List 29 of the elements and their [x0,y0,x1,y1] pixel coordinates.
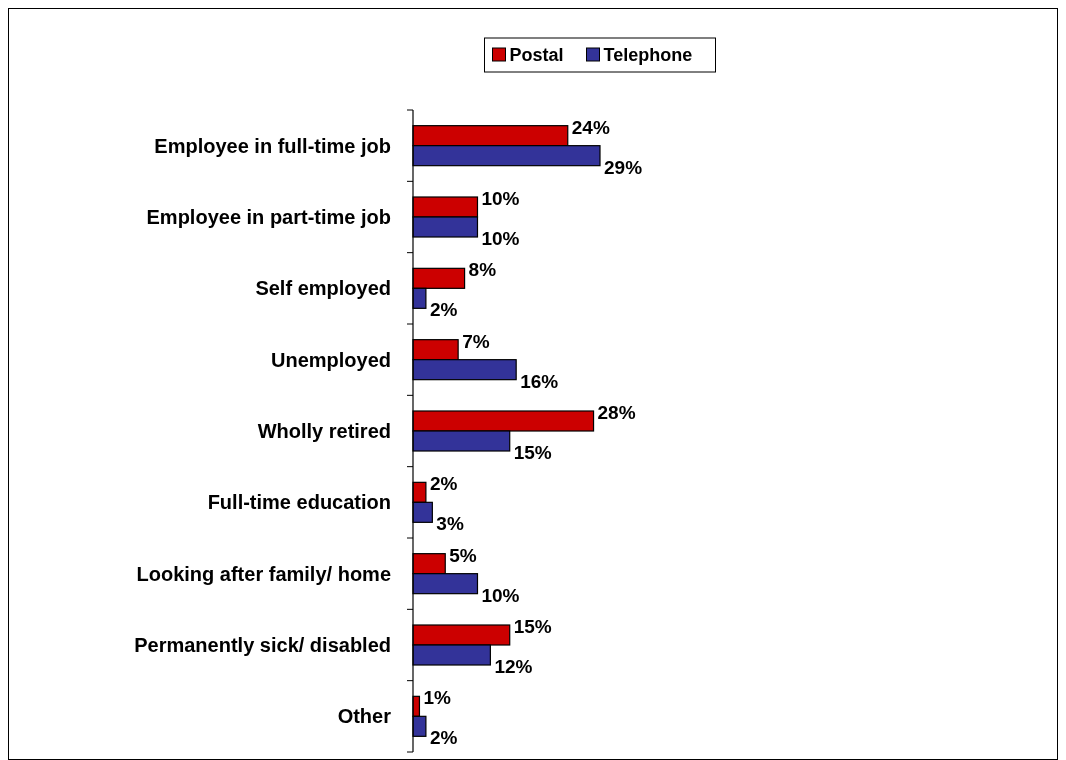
y-tick-label: Employee in full-time job [154,134,391,157]
data-label: 1% [423,687,452,709]
data-label: 10% [481,188,520,209]
y-tick-label: Unemployed [270,348,391,371]
data-label: 28% [597,402,636,423]
data-label: 7% [462,330,490,352]
data-label: 12% [494,656,533,677]
data-label: 15% [513,442,552,463]
data-label: 29% [604,156,643,178]
data-label: 8% [468,259,497,281]
y-tick-label: Other [337,705,392,728]
data-label: 10% [481,584,520,606]
y-tick-label: Looking after family/ home [136,562,391,585]
legend-label: Postal [509,45,564,65]
y-tick-label: Full-time education [207,491,391,514]
data-label: 10% [481,228,520,249]
y-tick-label: Wholly retired [257,420,391,442]
legend-label: Telephone [603,45,693,65]
data-label: 5% [449,544,477,566]
data-label: 16% [520,370,559,392]
y-tick-label: Permanently sick/ disabled [134,634,391,656]
data-label: 24% [571,116,610,138]
data-label: 15% [513,616,552,637]
data-label: 3% [436,513,464,535]
data-label: 2% [429,299,458,321]
data-label: 2% [429,473,458,495]
y-tick-label: Employee in part-time job [146,206,391,228]
data-label: 2% [429,727,458,749]
y-tick-label: Self employed [255,277,391,300]
